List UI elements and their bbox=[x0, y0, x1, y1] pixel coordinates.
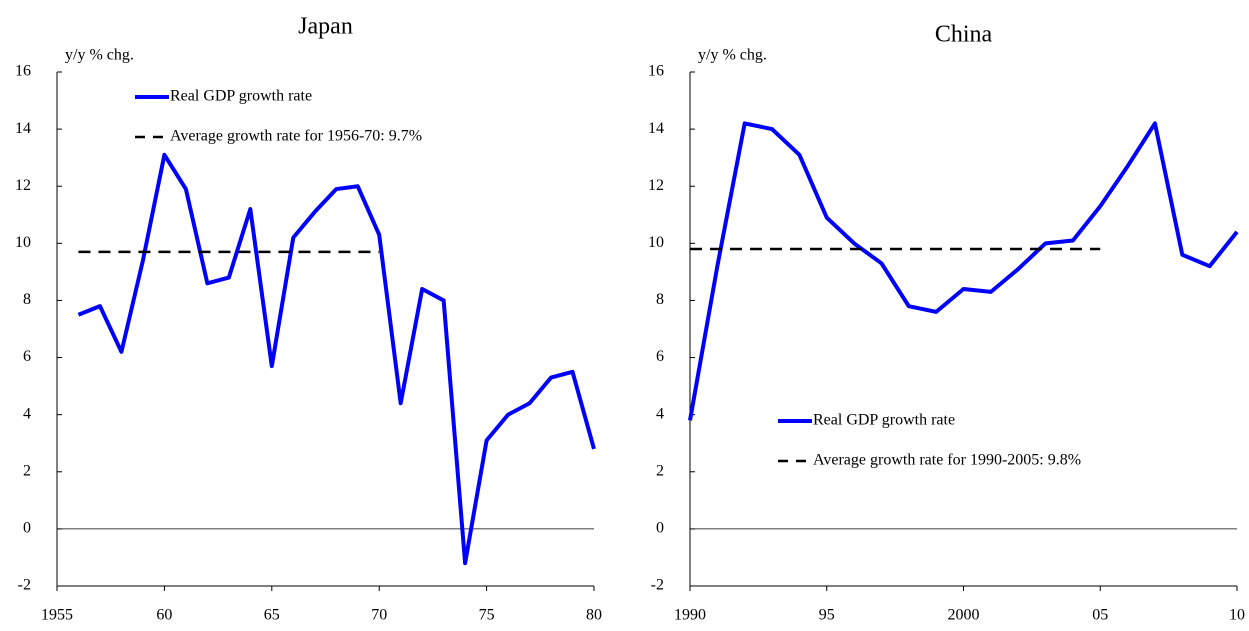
series-line bbox=[688, 121, 1239, 421]
y-tick-label: 16 bbox=[648, 63, 664, 80]
legend-label: Average growth rate for 1990-2005: 9.8% bbox=[813, 452, 1081, 469]
y-tick-label: 14 bbox=[648, 120, 664, 137]
legend-label: Real GDP growth rate bbox=[813, 412, 955, 429]
x-tick-label: 05 bbox=[1092, 607, 1108, 624]
x-tick-label: 1990 bbox=[674, 607, 706, 624]
y-tick-label: 8 bbox=[23, 291, 31, 308]
y-tick-label: 4 bbox=[656, 405, 664, 422]
y-tick-label: 2 bbox=[23, 462, 31, 479]
y-tick-label: 6 bbox=[23, 348, 31, 365]
y-tick-label: 10 bbox=[15, 234, 31, 251]
y-tick-label: -2 bbox=[18, 577, 31, 594]
y-tick-label: 8 bbox=[656, 291, 664, 308]
y-tick-label: 2 bbox=[656, 462, 664, 479]
y-tick-label: 4 bbox=[23, 405, 31, 422]
y-axis-label: y/y % chg. bbox=[698, 47, 767, 64]
x-tick-label: 70 bbox=[371, 607, 387, 624]
x-tick-label: 2000 bbox=[948, 607, 980, 624]
x-tick-label: 65 bbox=[264, 607, 280, 624]
y-tick-label: 14 bbox=[15, 120, 31, 137]
x-tick-label: 80 bbox=[586, 607, 602, 624]
x-tick-label: 95 bbox=[819, 607, 835, 624]
y-tick-label: 12 bbox=[648, 177, 664, 194]
chart-title: Japan bbox=[298, 14, 353, 40]
series-line bbox=[77, 152, 596, 566]
y-tick-label: 16 bbox=[15, 63, 31, 80]
legend-label: Average growth rate for 1956-70: 9.7% bbox=[170, 128, 422, 145]
y-tick-label: 6 bbox=[656, 348, 664, 365]
legend-label: Real GDP growth rate bbox=[170, 88, 312, 105]
x-tick-label: 1955 bbox=[41, 607, 73, 624]
y-tick-label: 10 bbox=[648, 234, 664, 251]
chart-title: China bbox=[935, 22, 993, 48]
y-tick-label: -2 bbox=[651, 577, 664, 594]
x-tick-label: 10 bbox=[1229, 607, 1245, 624]
x-tick-label: 60 bbox=[156, 607, 172, 624]
y-tick-label: 0 bbox=[656, 520, 664, 537]
y-tick-label: 0 bbox=[23, 520, 31, 537]
y-axis-label: y/y % chg. bbox=[65, 47, 134, 64]
x-tick-label: 75 bbox=[479, 607, 495, 624]
y-tick-label: 12 bbox=[15, 177, 31, 194]
